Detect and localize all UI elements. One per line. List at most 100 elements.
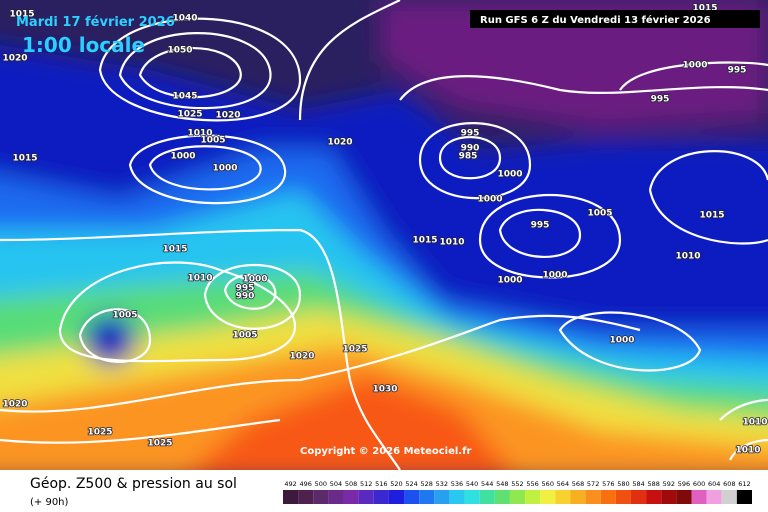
isobar-label: 1015 <box>162 245 187 255</box>
isobar-label: 990 <box>236 292 255 302</box>
isobar-label: 1015 <box>692 4 717 14</box>
colorbar-swatch <box>615 490 631 504</box>
colorbar-swatch <box>419 490 435 504</box>
footer-title: Géop. Z500 & pression au sol <box>30 476 237 492</box>
isobar-label: 1025 <box>147 439 172 449</box>
colorbar-swatch <box>343 490 359 504</box>
isobar-label: 1000 <box>497 170 522 180</box>
colorbar-swatch <box>721 490 737 504</box>
colorbar-swatch <box>570 490 586 504</box>
isobar-label: 985 <box>459 152 478 162</box>
isobar-label: 1020 <box>215 111 240 121</box>
colorbar-swatch <box>404 490 420 504</box>
colorbar-swatch <box>691 490 707 504</box>
colorbar-label: 596 <box>678 480 690 488</box>
isobar-label: 1010 <box>439 238 464 248</box>
isobar <box>98 17 302 122</box>
isobar <box>58 261 296 363</box>
colorbar-label: 512 <box>360 480 372 488</box>
isobar-label: 1005 <box>587 209 612 219</box>
valid-date: Mardi 17 février 2026 <box>16 15 175 30</box>
isobar-label: 1000 <box>542 271 567 281</box>
isobar-label: 1025 <box>177 110 202 120</box>
run-box <box>470 10 760 28</box>
colorbar-swatch <box>555 490 571 504</box>
isobar-label: 1020 <box>327 138 352 148</box>
colorbar-swatch <box>434 490 450 504</box>
colorbar-label: 540 <box>466 480 478 488</box>
colorbar-label: 528 <box>421 480 433 488</box>
colorbar-swatch <box>388 490 405 504</box>
isobar-label: 1010 <box>735 446 760 456</box>
colorbar-swatch <box>525 490 541 504</box>
colorbar-swatch <box>298 490 314 504</box>
isobar <box>148 145 262 191</box>
isobar <box>298 0 401 121</box>
colorbar-label: 532 <box>436 480 448 488</box>
isobar-label: 1000 <box>682 61 707 71</box>
isobar-label: 1050 <box>167 46 192 56</box>
isobar <box>719 398 768 461</box>
colorbar-swatch <box>630 490 647 504</box>
colorbar-swatch <box>283 490 299 504</box>
isobar-label: 995 <box>236 284 255 294</box>
isobar-label: 1010 <box>675 252 700 262</box>
isobar <box>498 208 582 258</box>
isobar <box>438 136 502 180</box>
isobar <box>0 314 641 413</box>
isobar-label: 995 <box>461 129 480 139</box>
isobar-label: 1015 <box>12 154 37 164</box>
isobar-label: 1040 <box>172 14 197 24</box>
colorbar-label: 580 <box>617 480 629 488</box>
colorbar-label: 492 <box>284 480 296 488</box>
isobar-label: 1000 <box>477 195 502 205</box>
colorbar-swatch <box>358 490 374 504</box>
isobar-label: 1005 <box>200 136 225 146</box>
colorbar-label: 504 <box>330 480 342 488</box>
isobar <box>0 418 281 444</box>
colorbar-swatch <box>661 490 677 504</box>
isobars <box>0 0 768 461</box>
isobar-label: 1025 <box>87 428 112 438</box>
local-time: 1:00 locale <box>22 33 145 57</box>
copyright: Copyright © 2026 Meteociel.fr <box>300 446 471 457</box>
isobar-label: 1020 <box>289 352 314 362</box>
geopotential-field <box>0 0 768 480</box>
isobar-label: 1015 <box>699 211 724 221</box>
colorbar-label: 536 <box>451 480 463 488</box>
colorbar-swatch <box>600 490 616 504</box>
colorbar-label: 592 <box>663 480 675 488</box>
colorbar-label: 500 <box>315 480 327 488</box>
colorbar: 492 496 500 504 508 512 516 520 524 528 532 536 540 5… <box>283 480 752 504</box>
colorbar-swatch <box>464 490 480 504</box>
colorbar-label: 604 <box>708 480 720 488</box>
colorbar-label: 496 <box>299 480 311 488</box>
colorbar-label: 576 <box>602 480 614 488</box>
colorbar-label: 560 <box>542 480 554 488</box>
isobar-label: 995 <box>651 95 670 105</box>
isobar-label: 1005 <box>232 331 257 341</box>
colorbar-swatch <box>509 490 526 504</box>
isobar-label: 1005 <box>112 311 137 321</box>
isobar <box>128 134 287 205</box>
colorbar-swatch <box>585 490 601 504</box>
colorbar-swatch <box>373 490 389 504</box>
colorbar-label: 564 <box>557 480 569 488</box>
isobar-label: 1000 <box>497 276 522 286</box>
colorbar-label: 608 <box>723 480 735 488</box>
isobar <box>619 61 768 91</box>
isobar-label: 1015 <box>9 10 34 20</box>
isobar-label: 1020 <box>2 54 27 64</box>
colorbar-label: 556 <box>526 480 538 488</box>
colorbar-label: 524 <box>405 480 417 488</box>
isobar <box>558 311 702 372</box>
isobar-label: 1030 <box>372 385 397 395</box>
isobar-label: 1000 <box>609 336 634 346</box>
isobar-label: 1000 <box>170 152 195 162</box>
colorbar-label: 520 <box>390 480 402 488</box>
isobar-label: 1010 <box>742 418 767 428</box>
colorbar-label: 544 <box>481 480 493 488</box>
isobar <box>203 263 302 330</box>
isobar <box>648 150 768 245</box>
